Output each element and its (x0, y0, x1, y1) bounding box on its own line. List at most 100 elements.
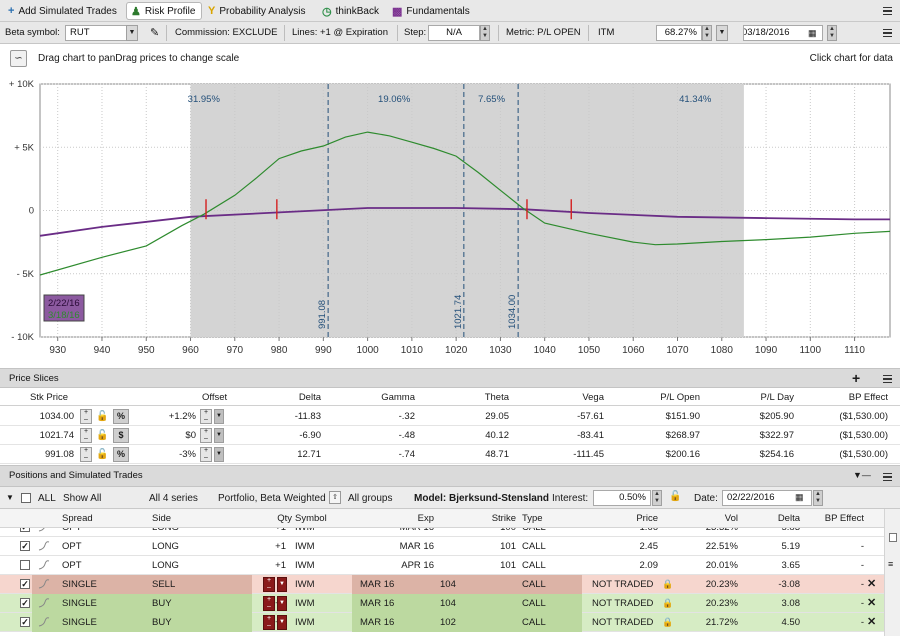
remove-row-icon[interactable]: ✕ (867, 616, 877, 628)
remove-row-icon[interactable]: ✕ (867, 578, 877, 590)
select-all-checkbox[interactable] (21, 493, 31, 503)
calendar-icon[interactable]: ▦ (808, 28, 817, 38)
positions-scrollbar[interactable]: ≡ (884, 509, 900, 636)
lock-icon[interactable]: 🔒 (662, 579, 674, 589)
price-slice-row[interactable]: 1021.74 + – 🔓 $ $0 + – ▼ -6.90 -.48 40.12 … (0, 426, 900, 445)
row-checkbox[interactable]: ✓ (20, 541, 30, 551)
slice-offset-stepper[interactable]: + – (200, 447, 212, 462)
tab-fundamentals[interactable]: ▩ Fundamentals (388, 2, 476, 20)
lines-setting[interactable]: Lines: +1 @ Expiration (292, 27, 388, 38)
lock-icon[interactable]: 🔒 (662, 598, 674, 608)
price-slice-row[interactable]: 1034.00 + – 🔓 % +1.2% + – ▼ -11.83 -.32 29… (0, 407, 900, 426)
slice-price-stepper[interactable]: + – (80, 428, 92, 443)
curve-icon[interactable] (38, 559, 50, 571)
row-side[interactable]: BUY (152, 617, 172, 628)
groups-filter[interactable]: All groups (348, 493, 393, 504)
step-input[interactable]: N/A (428, 25, 480, 41)
show-all-filter[interactable]: Show All (63, 493, 102, 504)
row-qty[interactable]: +1 (275, 528, 286, 537)
row-side[interactable]: LONG (152, 560, 179, 571)
position-row[interactable]: ✓ SINGLE BUY +1 IWM+– ▼ MAR 16 102CALLNO… (0, 613, 900, 632)
qty-stepper[interactable]: + – (263, 596, 275, 611)
chart-settings-icon[interactable]: ∽ (10, 50, 27, 67)
row-side[interactable]: LONG (152, 528, 179, 537)
slice-price-stepper[interactable]: + – (80, 447, 92, 462)
add-slice-icon[interactable]: + (852, 370, 861, 386)
scroll-checkbox[interactable] (889, 533, 897, 542)
row-exp[interactable]: MAR 16 (360, 579, 395, 590)
collapse-icon[interactable]: ▼— (853, 470, 871, 480)
row-qty[interactable]: +1 (275, 560, 286, 571)
row-exp[interactable]: MAR 16 (360, 617, 395, 628)
tab-probability-analysis[interactable]: Y Probability Analysis (204, 2, 312, 20)
slice-offset-dropdown[interactable]: ▼ (214, 447, 224, 462)
slice-price[interactable]: 1021.74 (39, 430, 74, 441)
beta-symbol-input[interactable]: RUT (65, 25, 127, 41)
price-slices-menu-icon[interactable] (880, 372, 894, 386)
position-row[interactable]: ✓ SINGLE SELL -1 IWM+– ▼ MAR 16 104CALLN… (0, 575, 900, 594)
row-checkbox[interactable]: ✓ (20, 598, 30, 608)
tab-add-simulated-trades[interactable]: + Add Simulated Trades (4, 2, 123, 20)
slice-unit-selector[interactable]: $ (113, 428, 129, 443)
menu-icon[interactable] (880, 4, 894, 18)
slice-offset-stepper[interactable]: + – (200, 409, 212, 424)
unlock-icon[interactable]: 🔓 (669, 491, 682, 502)
qty-stepper[interactable]: + – (263, 615, 275, 630)
row-strike[interactable]: 104 (440, 598, 456, 609)
positions-menu-icon[interactable] (880, 470, 894, 484)
slice-unit-selector[interactable]: % (113, 409, 129, 424)
slice-offset-stepper[interactable]: + – (200, 428, 212, 443)
remove-row-icon[interactable]: ✕ (867, 597, 877, 609)
model-selector[interactable]: Model: Bjerksund-Stensland (414, 493, 550, 504)
curve-icon[interactable] (38, 597, 50, 609)
interest-input[interactable]: 0.50% (593, 490, 651, 506)
groups-toggle-icon[interactable]: ⇧ (329, 491, 341, 504)
lock-icon[interactable]: 🔓 (96, 430, 109, 441)
slice-price[interactable]: 1034.00 (39, 411, 74, 422)
row-checkbox[interactable]: ✓ (20, 528, 30, 532)
qty-dropdown[interactable]: ▼ (277, 596, 287, 611)
position-row[interactable]: OPT LONG +1 IWM APR 16 101 CALL 2.09 20.01% … (0, 556, 900, 575)
risk-profile-chart[interactable]: 930 940 950 960 970 980 990 1000 1010 1020 1030 104… (0, 72, 900, 366)
row-checkbox[interactable]: ✓ (20, 617, 30, 627)
row-side[interactable]: BUY (152, 598, 172, 609)
slice-offset-dropdown[interactable]: ▼ (214, 428, 224, 443)
slice-unit-selector[interactable]: % (113, 447, 129, 462)
interest-stepper[interactable]: ▲ ▼ (652, 490, 662, 506)
qty-dropdown[interactable]: ▼ (277, 615, 287, 630)
lock-icon[interactable]: 🔒 (662, 617, 674, 627)
curve-icon[interactable] (38, 616, 50, 628)
scroll-menu-icon[interactable]: ≡ (888, 559, 894, 569)
curve-icon[interactable] (38, 521, 50, 533)
expiration-date-input[interactable]: 03/18/2016 (743, 25, 823, 41)
probability-stepper[interactable]: ▲ ▼ (702, 25, 712, 41)
tab-risk-profile[interactable]: ♟ Risk Profile (126, 2, 203, 20)
slice-price-stepper[interactable]: + – (80, 409, 92, 424)
expand-all-icon[interactable]: ▼ (6, 493, 14, 502)
probability-input[interactable]: 68.27% (656, 25, 702, 41)
beta-dropdown-button[interactable]: ▼ (126, 25, 138, 41)
row-checkbox[interactable] (20, 560, 30, 570)
metric-setting[interactable]: Metric: P/L OPEN (506, 27, 581, 38)
row-checkbox[interactable]: ✓ (20, 579, 30, 589)
series-filter[interactable]: All 4 series (149, 493, 198, 504)
qty-stepper[interactable]: + – (263, 577, 275, 592)
row-side[interactable]: LONG (152, 541, 179, 552)
slice-offset[interactable]: $0 (185, 430, 196, 441)
slice-offset[interactable]: +1.2% (168, 411, 196, 422)
slice-offset-dropdown[interactable]: ▼ (214, 409, 224, 424)
row-strike[interactable]: 102 (440, 617, 456, 628)
row-side[interactable]: SELL (152, 579, 176, 590)
position-date-stepper[interactable]: ▲ ▼ (813, 490, 823, 506)
weighting-filter[interactable]: Portfolio, Beta Weighted (218, 493, 326, 504)
position-row[interactable]: ✓ SINGLE BUY +1 IWM+– ▼ MAR 16 104CALLNO… (0, 594, 900, 613)
commission-setting[interactable]: Commission: EXCLUDE (175, 27, 278, 38)
date-stepper[interactable]: ▲ ▼ (827, 25, 837, 41)
curve-icon[interactable] (38, 540, 50, 552)
curve-icon[interactable] (38, 578, 50, 590)
price-slice-row[interactable]: 991.08 + – 🔓 % -3% + – ▼ 12.71 -.74 48.71 … (0, 445, 900, 464)
position-row[interactable]: ✓ OPT LONG +1 IWM MAR 16 101 CALL 2.45 22.51… (0, 537, 900, 556)
probability-dropdown-button[interactable]: ▼ (716, 25, 728, 41)
qty-dropdown[interactable]: ▼ (277, 577, 287, 592)
row-exp[interactable]: MAR 16 (360, 598, 395, 609)
